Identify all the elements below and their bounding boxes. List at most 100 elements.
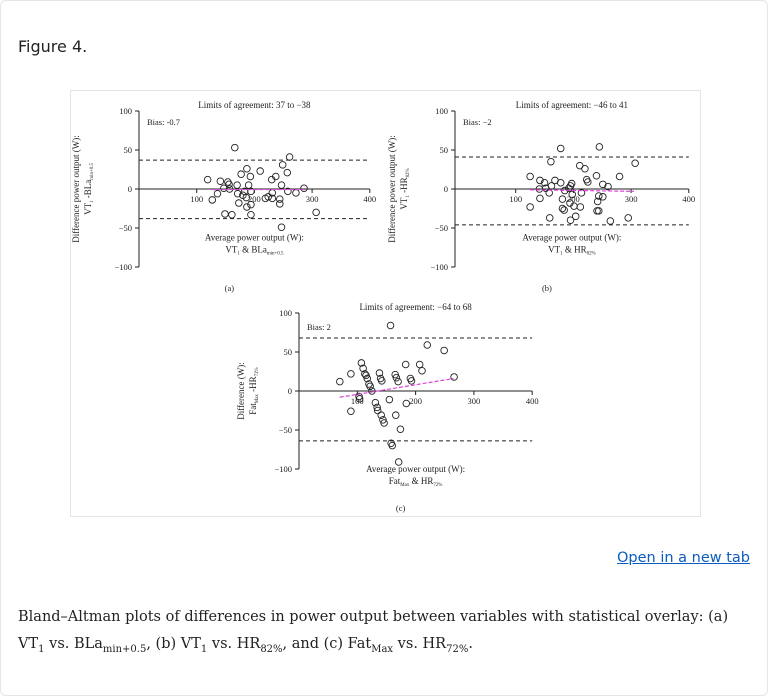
data-point [378, 377, 386, 385]
label-part: -HR [248, 376, 258, 394]
x-axis-label: Average power output (W): [205, 232, 304, 242]
data-point [560, 206, 568, 214]
limits-title: Limits of agreement: −46 to 41 [516, 100, 628, 110]
label-part: VT [225, 244, 237, 254]
label-part: & BLa [240, 244, 267, 254]
caption-text: vs. HR [393, 636, 447, 652]
data-point [355, 395, 364, 403]
bias-line [530, 189, 634, 192]
data-point [247, 210, 255, 219]
data-point [277, 223, 286, 231]
data-point [366, 382, 374, 391]
label-part: & HR [563, 244, 587, 254]
data-point [256, 167, 264, 175]
data-point [237, 170, 245, 178]
data-point [595, 192, 603, 200]
caption-subscript: min+0.5 [102, 643, 147, 655]
data-point [379, 416, 387, 424]
data-point [312, 208, 320, 217]
data-point [576, 203, 585, 211]
y-tick-label: 0 [288, 386, 292, 396]
data-point [246, 172, 255, 181]
data-point [375, 369, 384, 377]
label-part: -HR [399, 177, 409, 195]
label-subscript: 72% [433, 483, 442, 488]
data-point [556, 179, 565, 187]
data-point [440, 346, 448, 355]
y-tick-label: −100 [274, 464, 292, 474]
data-point [336, 377, 344, 386]
label-part: VT [548, 244, 560, 254]
data-point [243, 203, 251, 211]
data-point [347, 370, 355, 378]
bias-label: Bias: 2 [307, 322, 331, 332]
data-point [415, 360, 424, 369]
label-subscript: min+0.5 [90, 163, 95, 180]
label-subscript: 1 [406, 195, 411, 198]
caption-subscript: Max [371, 643, 394, 655]
data-point [277, 181, 286, 189]
caption-subscript: 82% [260, 643, 283, 655]
data-point [231, 143, 239, 152]
label-subscript: Max [400, 483, 410, 488]
data-point [450, 373, 458, 381]
label-subscript: 72% [255, 367, 260, 376]
caption-text: vs. HR [207, 636, 261, 652]
data-point [526, 172, 534, 181]
data-point [283, 168, 292, 177]
data-point [604, 182, 612, 191]
data-point [394, 377, 402, 386]
y-axis-label-line2: VT1 -BLamin+0.5 [83, 163, 95, 215]
y-tick-label: 100 [119, 106, 132, 116]
label-subscript: 1 [90, 200, 95, 203]
data-point [599, 193, 607, 201]
data-point [244, 181, 253, 189]
label-subscript: 1 [560, 251, 563, 256]
data-point [558, 204, 567, 213]
caption-text: . [468, 636, 473, 652]
data-point [347, 407, 355, 416]
data-point [292, 189, 300, 197]
data-point [225, 180, 233, 189]
x-tick-label: 200 [567, 194, 580, 204]
data-point [401, 360, 410, 369]
data-point [380, 419, 388, 427]
y-axis-label-line2: FatMax -HR72% [248, 367, 260, 414]
data-point [220, 184, 228, 192]
data-point [300, 184, 308, 192]
data-point [208, 196, 217, 204]
figure-title: Figure 4. [18, 37, 88, 56]
data-point [216, 177, 225, 185]
label-subscript: 1 [237, 251, 240, 256]
label-subscript: min+0.5 [267, 251, 284, 256]
data-point [566, 216, 575, 224]
data-point [392, 411, 400, 419]
data-point [556, 144, 565, 153]
data-point [595, 143, 604, 151]
bias-label: Bias: −2 [463, 117, 492, 127]
y-axis-label: Difference power output (W): [387, 135, 397, 243]
figure-image: 100 50 0 −50 −100 100 200 300 400 Limits of agree… [70, 90, 701, 517]
data-point [418, 366, 426, 375]
data-point [357, 359, 366, 367]
open-in-new-tab-link[interactable]: Open in a new tab [616, 550, 750, 566]
data-point [407, 377, 416, 385]
y-tick-label: 100 [279, 308, 292, 318]
caption-text: , and (c) Fat [282, 636, 372, 652]
data-point [423, 341, 432, 349]
y-tick-label: −100 [114, 262, 132, 272]
data-point [391, 370, 399, 379]
panel-label: (b) [542, 283, 552, 293]
data-point [361, 370, 369, 378]
caption-text: Bland–Altman plots of differences in pow… [18, 609, 729, 652]
x-axis-label-line2: VT1 & BLamin+0.5 [225, 244, 284, 256]
y-tick-label: 100 [435, 106, 448, 116]
label-part: Fat [389, 476, 401, 486]
y-tick-label: 50 [284, 347, 293, 357]
x-tick-label: 300 [625, 194, 638, 204]
label-subscript: 82% [587, 251, 596, 256]
data-point [567, 179, 576, 188]
panel-label: (a) [225, 283, 235, 293]
bias-line [339, 377, 454, 398]
